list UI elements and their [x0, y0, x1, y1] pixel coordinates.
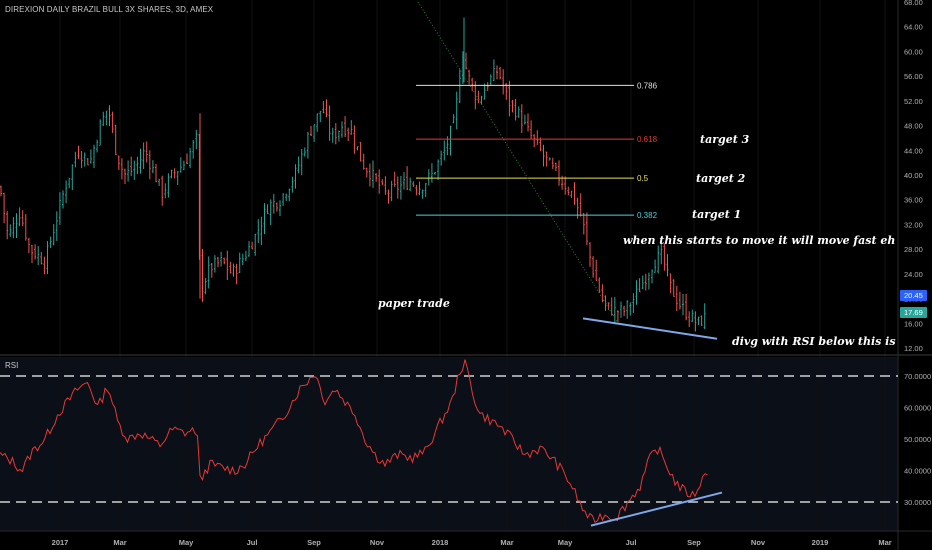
price-tick-label: 68.00	[904, 0, 923, 7]
time-tick-label: Sep	[687, 538, 701, 547]
chart-title: DIREXION DAILY BRAZIL BULL 3X SHARES, 3D…	[5, 5, 214, 14]
candles	[0, 17, 706, 332]
rsi-tick-label: 30.0000	[904, 498, 931, 507]
price-tick-label: 28.00	[904, 245, 923, 254]
annotation-target-3: target 3	[700, 133, 750, 146]
rsi-panel-bg	[0, 357, 898, 531]
rsi-trendline	[590, 491, 723, 527]
price-tick-label: 64.00	[904, 23, 923, 32]
annotation-move-note: when this starts to move it will move fa…	[623, 234, 896, 247]
time-tick-label: Jul	[626, 538, 637, 547]
low-price-badge: 17.69	[900, 306, 927, 318]
time-tick-label: Mar	[878, 538, 891, 547]
price-tick-label: 48.00	[904, 122, 923, 131]
time-tick-label: Nov	[370, 538, 385, 547]
fib-label: 0.5	[637, 174, 649, 183]
time-tick-label: 2019	[812, 538, 829, 547]
rsi-axis-ticks: 70.0000 60.0000 50.0000 40.0000 30.0000	[904, 372, 931, 507]
rsi-pane-label: RSI	[5, 361, 19, 370]
time-tick-label: Sep	[307, 538, 321, 547]
fib-label: 0.382	[637, 211, 658, 220]
time-tick-label: Nov	[751, 538, 766, 547]
price-tick-label: 40.00	[904, 171, 923, 180]
time-tick-label: May	[558, 538, 573, 547]
time-tick-label: Jul	[247, 538, 258, 547]
price-tick-label: 12.00	[904, 344, 923, 353]
fib-label: 0.618	[637, 135, 658, 144]
time-tick-label: May	[179, 538, 194, 547]
rsi-line	[0, 359, 708, 524]
last-price-badge: 20.45	[900, 289, 927, 301]
rsi-tick-label: 40.0000	[904, 467, 931, 476]
diagonal-trendline	[417, 1, 619, 324]
annotation-paper-trade: paper trade	[378, 297, 450, 310]
fib-label: 0.786	[637, 81, 658, 90]
fib-levels: 0.786 0.618 0.5 0.382	[416, 81, 658, 220]
price-tick-label: 36.00	[904, 196, 923, 205]
time-axis-ticks: 2017 Mar May Jul Sep Nov 2018 Mar May Jul Sep Nov 20…	[52, 538, 892, 547]
rsi-reference-lines	[0, 375, 898, 503]
time-tick-label: Mar	[113, 538, 126, 547]
time-tick-label: 2018	[432, 538, 449, 547]
price-tick-label: 60.00	[904, 47, 923, 56]
price-tick-label: 44.00	[904, 146, 923, 155]
price-tick-label: 56.00	[904, 72, 923, 81]
time-tick-label: 2017	[52, 538, 69, 547]
annotation-target-2: target 2	[696, 172, 746, 185]
price-tick-label: 16.00	[904, 319, 923, 328]
vertical-grid	[59, 0, 886, 531]
time-tick-label: Mar	[500, 538, 513, 547]
price-axis-ticks: 68.00 64.00 60.00 56.00 52.00 48.00 44.00 40.00…	[904, 0, 923, 353]
annotation-target-1: target 1	[692, 208, 742, 221]
annotation-divergence: divg with RSI below this is a 3 d	[732, 335, 898, 348]
rsi-tick-label: 50.0000	[904, 435, 931, 444]
price-tick-label: 52.00	[904, 97, 923, 106]
price-tick-label: 24.00	[904, 270, 923, 279]
price-support-trendline	[582, 317, 718, 340]
price-tick-label: 32.00	[904, 220, 923, 229]
rsi-tick-label: 60.0000	[904, 404, 931, 413]
rsi-tick-label: 70.0000	[904, 372, 931, 381]
